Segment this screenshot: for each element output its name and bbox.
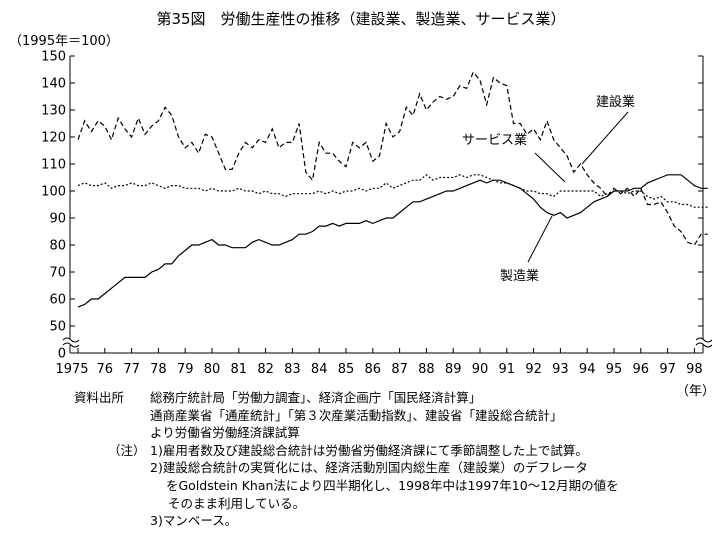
- x-tick-label: 86: [365, 362, 382, 377]
- x-tick-label: 87: [391, 362, 408, 377]
- note-text: をGoldstein Khan法により四半期化し、1998年中は1997年10～…: [166, 477, 619, 493]
- series-line: [77, 174, 708, 308]
- leader-line: [527, 215, 553, 263]
- y-tick-label: 120: [41, 131, 66, 146]
- x-tick-label: 81: [231, 362, 248, 377]
- note-key: [74, 477, 150, 495]
- x-tick-label: 79: [177, 362, 194, 377]
- note-text: 3)マンベース。: [150, 513, 238, 529]
- y-axis-unit-label: （1995年＝100）: [9, 34, 119, 49]
- series-line: [77, 174, 708, 208]
- y-axis-break-icon: [62, 337, 80, 348]
- axes: 0 50 60 70 80 90 100 110 120 130 140 150 1975 76 77 78 7…: [41, 50, 713, 377]
- note-row: 2)建設総合統計の実質化には、経済活動別国内総生産（建設業）のデフレータ: [74, 459, 619, 477]
- y-tick-label: 90: [49, 212, 66, 227]
- x-tick-label: 84: [311, 362, 328, 377]
- note-text: 2)建設総合統計の実質化には、経済活動別国内総生産（建設業）のデフレータ: [150, 460, 588, 476]
- x-tick-label: 94: [579, 362, 596, 377]
- note-key: [74, 495, 150, 513]
- x-tick-label: 89: [445, 362, 462, 377]
- y-tick-label: 150: [41, 50, 66, 65]
- source-key: 資料出所: [74, 390, 125, 405]
- y-tick-label: 110: [41, 158, 66, 173]
- source-key: [74, 407, 150, 425]
- note-row: （注） 1)雇用者数及び建設総合統計は労働省労働経済課にて季節調整した上で試算。: [74, 442, 619, 460]
- x-tick-label: 76: [97, 362, 114, 377]
- leader-line: [534, 152, 566, 183]
- x-tick-label: 82: [257, 362, 274, 377]
- y-tick-label: 60: [49, 293, 66, 308]
- note-row: をGoldstein Khan法により四半期化し、1998年中は1997年10～…: [74, 477, 619, 495]
- y-tick-label: 140: [41, 77, 66, 92]
- x-tick-label: 91: [499, 362, 516, 377]
- x-tick-label: 92: [525, 362, 542, 377]
- source-text: 総務庁統計局「労働力調査」、経済企画庁「国民経済計算」: [150, 390, 482, 405]
- source-notes: 資料出所 総務庁統計局「労働力調査」、経済企画庁「国民経済計算」 通商産業省「通…: [74, 389, 619, 530]
- y-tick-label: 80: [49, 239, 66, 254]
- x-tick-label: 96: [633, 362, 650, 377]
- series-label: 製造業: [500, 268, 539, 284]
- y-tick-label: 100: [41, 185, 66, 200]
- x-tick-label: 78: [150, 362, 167, 377]
- note-text: 1)雇用者数及び建設総合統計は労働省労働経済課にて季節調整した上で試算。: [150, 442, 588, 458]
- note-key: （注）: [108, 442, 146, 458]
- x-tick-label: 77: [123, 362, 140, 377]
- series-line: [77, 71, 708, 246]
- chart-title: 第35図 労働生産性の推移（建設業、製造業、サービス業）: [156, 10, 566, 28]
- series-label: 建設業: [596, 94, 635, 110]
- x-tick-label: 97: [659, 362, 676, 377]
- note-row: そのまま利用している。: [74, 495, 619, 513]
- source-row: より労働省労働経済課試算: [74, 424, 619, 442]
- source-text: 通商産業省「通産統計」「第３次産業活動指数」、建設省「建設総合統計」: [150, 407, 563, 423]
- note-text: そのまま利用している。: [168, 495, 306, 511]
- x-tick-label: 85: [338, 362, 355, 377]
- leader-line: [581, 111, 629, 165]
- x-tick-label: 98: [686, 362, 703, 377]
- y-tick-label: 70: [49, 266, 66, 281]
- source-row: 資料出所 総務庁統計局「労働力調査」、経済企画庁「国民経済計算」: [74, 389, 619, 407]
- y-tick-label: 0: [58, 347, 66, 362]
- note-row: 3)マンベース。: [74, 512, 619, 530]
- x-tick-label: 80: [204, 362, 221, 377]
- x-tick-label: 1975: [55, 362, 88, 377]
- y-tick-label: 50: [49, 320, 66, 335]
- series-label: サービス業: [462, 132, 527, 148]
- source-text: より労働省労働経済課試算: [150, 425, 300, 441]
- x-tick-label: 90: [472, 362, 489, 377]
- source-row: 通商産業省「通産統計」「第３次産業活動指数」、建設省「建設総合統計」: [74, 407, 619, 425]
- x-tick-label: 95: [606, 362, 623, 377]
- source-key: [74, 424, 150, 442]
- x-tick-label: 83: [284, 362, 301, 377]
- x-tick-label: 93: [552, 362, 569, 377]
- y-tick-label: 130: [41, 104, 66, 119]
- x-tick-label: 88: [418, 362, 435, 377]
- note-key: [74, 512, 150, 530]
- series-lines: [77, 71, 708, 308]
- right-axis-break-icon: [695, 337, 713, 348]
- note-key: [74, 459, 150, 477]
- x-axis-unit-label: （年）: [676, 384, 716, 399]
